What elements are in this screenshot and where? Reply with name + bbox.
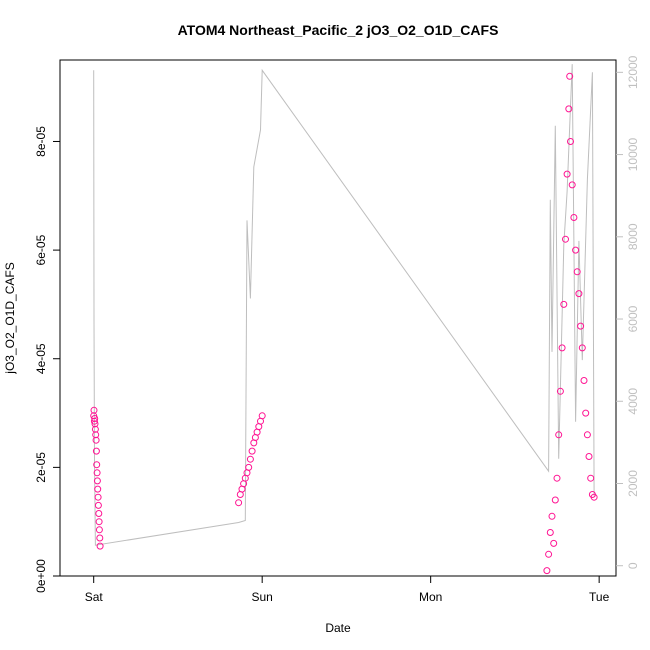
data-point [545, 550, 553, 558]
data-point [96, 534, 104, 542]
chart-title: ATOM4 Northeast_Pacific_2 jO3_O2_O1D_CAF… [178, 22, 499, 38]
data-point [575, 290, 583, 298]
x-axis: Sat Sun Mon Tue [85, 576, 610, 604]
y-right-tick-label: 8000 [626, 223, 640, 250]
y-right-tick-label: 4000 [626, 388, 640, 415]
x-tick-label: Tue [589, 590, 610, 604]
data-point [562, 235, 569, 243]
data-point [246, 455, 254, 463]
data-point [567, 138, 574, 145]
x-tick-label: Sun [252, 590, 273, 604]
y-tick-label: 2e-05 [34, 452, 48, 483]
y-right-tick-label: 12000 [626, 55, 640, 89]
data-point [560, 300, 568, 308]
data-point [578, 344, 586, 352]
data-point [566, 72, 574, 80]
data-point [546, 529, 554, 536]
y-axis-right: 0 2000 4000 6000 8000 10000 12000 [616, 55, 640, 569]
data-point [95, 518, 103, 526]
y-axis: 0e+00 2e-05 4e-05 6e-05 8e-05 [34, 126, 60, 593]
data-point [235, 499, 243, 507]
data-point [91, 420, 99, 428]
data-point [585, 453, 593, 460]
y-right-tick-label: 10000 [626, 138, 640, 172]
y-right-tick-label: 2000 [626, 470, 640, 497]
data-point [95, 510, 103, 517]
data-point [95, 526, 103, 534]
data-point [92, 447, 100, 455]
data-point [94, 493, 102, 501]
data-point [580, 377, 588, 384]
data-point [90, 417, 98, 425]
data-point [583, 431, 591, 439]
x-tick-label: Mon [419, 590, 442, 604]
y-tick-label: 0e+00 [34, 559, 48, 593]
data-point [590, 493, 598, 501]
y-tick-label: 6e-05 [34, 234, 48, 265]
data-point [94, 485, 102, 493]
data-point [90, 406, 98, 414]
data-point [93, 477, 101, 485]
y-axis-label: jO3_O2_O1D_CAFS [3, 262, 17, 374]
data-point [92, 431, 100, 439]
plot-frame [59, 59, 617, 577]
points-layer [90, 72, 598, 575]
altitude-line-layer [93, 64, 595, 546]
x-tick-label: Sat [85, 590, 104, 604]
data-point [572, 246, 580, 254]
data-point [582, 409, 590, 417]
y-tick-label: 8e-05 [34, 126, 48, 157]
y-right-tick-label: 0 [626, 562, 640, 569]
data-point [550, 539, 558, 547]
data-point [573, 268, 581, 276]
y-tick-label: 4e-05 [34, 343, 48, 374]
data-point [577, 322, 585, 330]
data-point [245, 463, 253, 471]
data-point [570, 214, 578, 221]
data-point [555, 431, 563, 439]
data-point [558, 344, 566, 352]
data-point [551, 496, 559, 504]
altitude-line [93, 64, 595, 546]
data-point [548, 512, 556, 520]
data-point [93, 461, 101, 469]
data-point [556, 387, 564, 395]
data-point [568, 181, 576, 189]
data-point [96, 542, 104, 550]
data-point [587, 474, 595, 482]
data-point [248, 447, 256, 455]
x-axis-label: Date [325, 621, 351, 635]
data-point [543, 567, 551, 575]
data-point [93, 469, 101, 477]
data-point [553, 474, 561, 482]
y-right-tick-label: 6000 [626, 305, 640, 332]
data-point [92, 436, 100, 444]
data-point [94, 501, 102, 509]
data-point [258, 412, 266, 420]
data-point [91, 415, 99, 422]
data-point [565, 105, 573, 113]
data-point [563, 170, 571, 178]
